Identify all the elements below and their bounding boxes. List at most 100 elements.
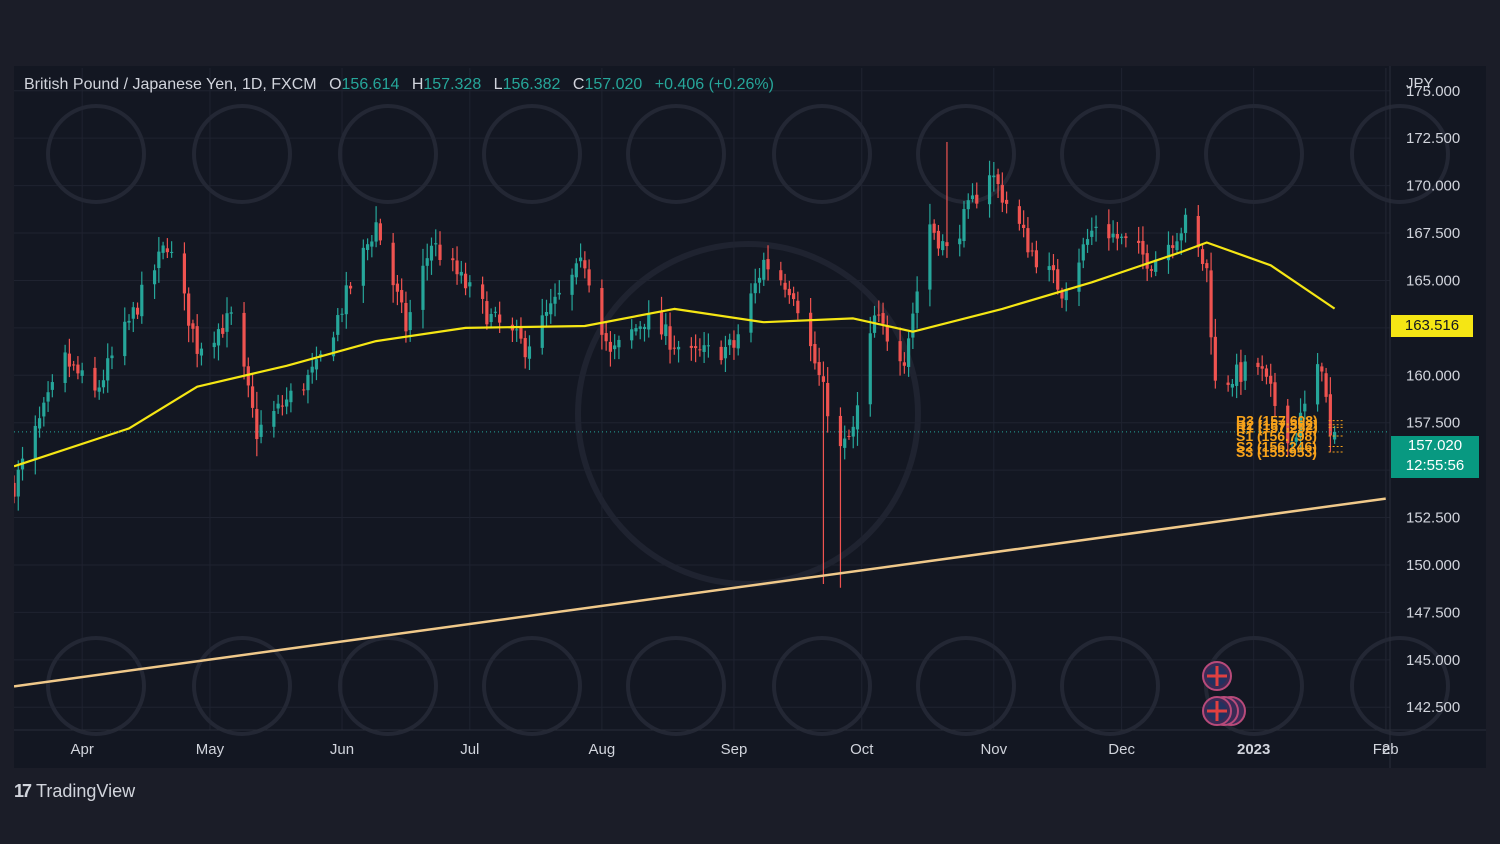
candle-body [1120, 236, 1124, 238]
candle-body [221, 328, 225, 334]
chart-panel[interactable]: R3 (157.608) R2 (157.392) R1 (157.252) S1 (… [14, 66, 1486, 768]
candle-body [757, 277, 762, 283]
candle-body [80, 370, 84, 376]
watermark-seal [1204, 104, 1304, 204]
candle-body [46, 392, 50, 402]
candle-body [306, 374, 310, 391]
candle-body [1081, 244, 1085, 261]
candle-body [1239, 362, 1243, 382]
candle-body [604, 333, 608, 342]
candle-body [425, 258, 429, 266]
candle-body [549, 303, 553, 315]
candle-body [728, 339, 732, 346]
candle-body [966, 200, 970, 210]
candle-body [647, 313, 651, 330]
candle-body [783, 282, 787, 290]
watermark-seal [338, 636, 438, 736]
candle-body [843, 438, 847, 448]
y-tick-label: 152.500 [1406, 510, 1460, 527]
candle-body [127, 320, 131, 323]
last-price-value: 157.020 [1407, 437, 1463, 454]
pivot-label: S1 (156.798) [1236, 428, 1317, 444]
candle-body [1111, 233, 1115, 238]
candle-body [723, 346, 728, 359]
y-tick-label: 165.000 [1406, 272, 1460, 289]
candle-body [932, 223, 936, 233]
candle-body [1298, 412, 1303, 438]
candle-body [16, 469, 20, 497]
candle-body [1328, 394, 1332, 436]
x-tick-label: Sep [721, 741, 748, 758]
watermark [46, 104, 1450, 736]
candle-body [170, 251, 174, 253]
candle-body [131, 307, 135, 319]
moving-average-line [14, 241, 1336, 468]
candle-body [975, 194, 979, 204]
candle-body [1213, 336, 1217, 381]
candle-body [553, 296, 557, 304]
tradingview-logo[interactable]: 17 TradingView [14, 781, 135, 802]
candle-body [1286, 405, 1290, 444]
candle-body [216, 329, 221, 346]
candle-body [1077, 262, 1081, 292]
candle-body [310, 366, 314, 373]
open-label: O [329, 76, 342, 93]
moving-average-path [14, 241, 1336, 468]
candle-body [438, 244, 442, 261]
ma-value-tag: 163.516 [1391, 315, 1473, 337]
candle-body [1064, 290, 1068, 301]
candle-body [1004, 199, 1009, 204]
candle-body [314, 359, 319, 370]
watermark-seal [626, 636, 726, 736]
candle-body [1060, 291, 1064, 299]
candle-body [962, 209, 966, 242]
candle-body [540, 315, 544, 348]
candle-body [762, 259, 766, 280]
candle-body [378, 223, 382, 241]
candle-body [1243, 361, 1247, 381]
candle-body [941, 241, 945, 251]
candle-body [1290, 441, 1294, 444]
candle-body [791, 293, 796, 300]
candle-body [340, 313, 344, 315]
tradingview-brand: TradingView [36, 781, 136, 801]
pivot-label: R3 (157.608) [1236, 413, 1318, 429]
candle-body [868, 333, 872, 405]
candle-body [1205, 263, 1209, 269]
x-tick-label: Aug [589, 741, 616, 758]
high-value: 157.328 [423, 76, 482, 93]
candle-body [135, 307, 140, 315]
candle-body [1230, 383, 1234, 388]
watermark-seal [916, 636, 1016, 736]
candle-body [1047, 266, 1051, 271]
candle-body [489, 313, 493, 323]
candle-body [344, 285, 348, 315]
candle-body [404, 302, 408, 332]
candle-body [67, 353, 71, 367]
candle-body [161, 245, 165, 253]
candle-body [881, 313, 885, 324]
candle-body [451, 258, 455, 261]
watermark-seal [772, 636, 872, 736]
candle-body [1269, 375, 1273, 384]
candle-body [659, 311, 664, 335]
candle-body [225, 313, 229, 332]
candle-body [72, 364, 76, 366]
candle-body [434, 243, 438, 245]
candle-body [766, 259, 770, 270]
candle-body [280, 405, 284, 407]
ohlc-high: H157.328 [412, 76, 481, 93]
low-label: L [493, 76, 503, 93]
candle-body [50, 382, 54, 390]
price-chart[interactable]: R3 (157.608)R2 (157.392)R1 (157.252)S1 (… [14, 66, 1486, 768]
candle-body [574, 263, 578, 278]
candle-body [851, 426, 855, 437]
candle-body [391, 242, 395, 286]
symbol-title[interactable]: British Pound / Japanese Yen, 1D, FXCM [24, 76, 317, 93]
open-value: 156.614 [341, 76, 400, 93]
last-price-tag: 157.020 12:55:56 [1391, 436, 1479, 478]
y-tick-label: 145.000 [1406, 652, 1460, 669]
candle-body [331, 337, 336, 357]
candle-body [664, 324, 668, 337]
candle-body [1179, 233, 1183, 241]
